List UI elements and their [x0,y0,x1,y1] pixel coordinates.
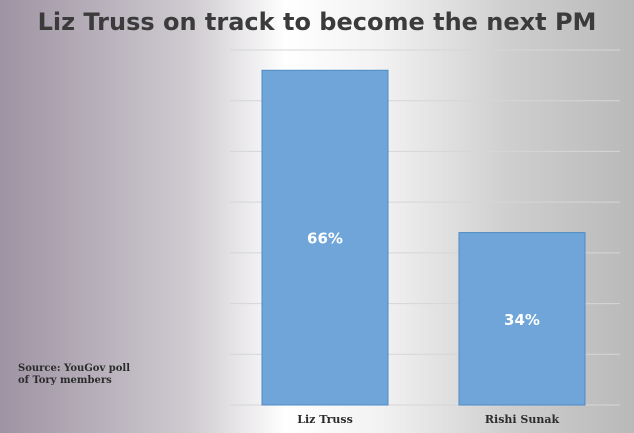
data-label: 34% [504,311,540,329]
source-note-line-1: Source: YouGov poll [18,363,131,374]
category-label: Liz Truss [297,413,353,426]
source-note-line-2: of Tory members [18,375,112,386]
category-labels: Liz Truss Rishi Sunak [297,413,559,426]
chart-title: Liz Truss on track to become the next PM [37,8,597,36]
bar-liz-truss [261,69,389,406]
bars [261,69,586,406]
data-labels: 66% 34% [307,230,540,329]
data-label: 66% [307,230,343,248]
category-label: Rishi Sunak [485,413,560,426]
bar-rishi-sunak [458,232,586,406]
